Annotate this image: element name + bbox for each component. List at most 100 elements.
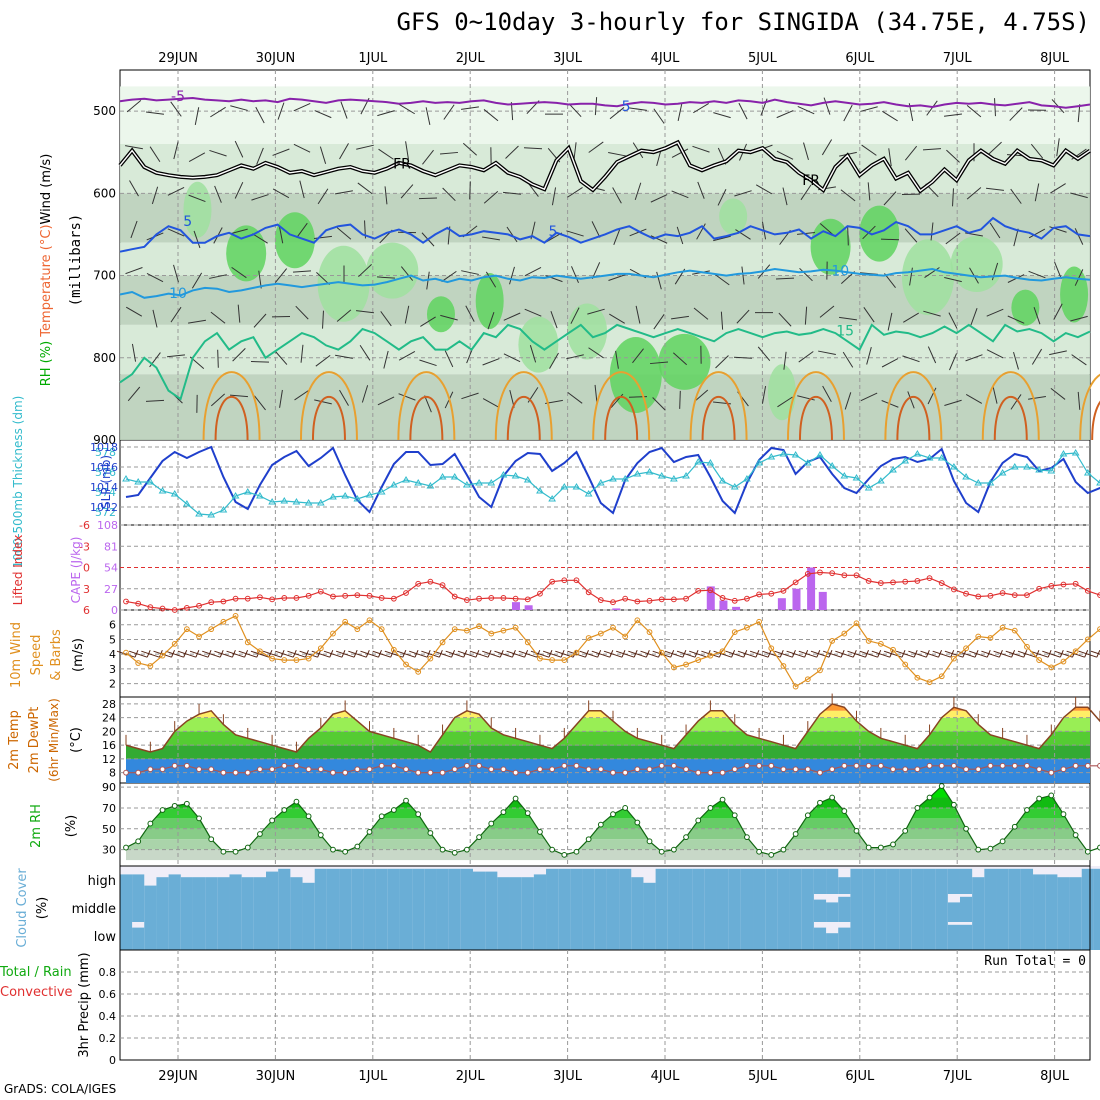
cloud-cell-high <box>497 877 511 894</box>
wind-barb <box>506 226 518 243</box>
isotherm-20 <box>397 371 456 441</box>
ytick-lifted: 3 <box>83 583 90 596</box>
dewpoint-line-point <box>914 766 921 773</box>
ytick-wind: 4 <box>109 648 116 661</box>
cloud-cell-low <box>314 922 328 950</box>
cloud-cell-low <box>972 922 985 950</box>
rh2m-line-point <box>524 810 531 817</box>
wind10m-line-point <box>573 649 580 656</box>
wind-barb <box>149 146 161 163</box>
wind10m-barb <box>798 650 817 658</box>
rh2m-line-point <box>512 795 519 802</box>
rh2m-line-point <box>670 846 677 853</box>
wind-barb <box>863 307 875 323</box>
cloud-cell-low <box>460 922 474 950</box>
dewpoint-line-point <box>951 762 957 769</box>
dewpoint-line-point <box>938 762 945 769</box>
wind-barb <box>146 273 164 283</box>
cloud-cell-high <box>704 868 717 894</box>
cloud-cell-middle <box>241 894 255 922</box>
cloud-cell-middle <box>1093 894 1100 922</box>
rh2m-line-point <box>208 836 215 843</box>
wind-barb <box>887 312 893 331</box>
wind-barb <box>173 141 179 160</box>
cloud-cell-high <box>424 868 437 894</box>
cloud-cell-high <box>448 868 462 894</box>
rh2m-line-point <box>1072 832 1079 838</box>
date-label-bottom: 6JUL <box>845 1069 875 1084</box>
thickness-line-point <box>280 497 289 504</box>
wind-barb <box>696 223 706 240</box>
wind-barb <box>173 264 179 283</box>
rh-ylabel-2: (%) <box>64 815 79 838</box>
wind-barb <box>188 194 206 203</box>
rh2m-line-point <box>683 834 689 841</box>
date-label-top: 8JUL <box>1040 51 1070 66</box>
wind10m-barb <box>628 650 647 658</box>
wind10m-barb <box>737 650 757 658</box>
thickness-line-point <box>669 475 678 482</box>
wind-barb <box>671 148 689 158</box>
wind-barb <box>803 142 809 161</box>
wind10m-barb <box>482 650 501 658</box>
dewpoint-line-point <box>549 766 556 773</box>
wind-barb <box>314 399 332 405</box>
wind10m-line-point <box>196 633 202 640</box>
dewpoint-line-point <box>159 766 166 773</box>
cloud-cell-middle <box>631 894 644 922</box>
cloud-cell-high <box>180 877 194 894</box>
lifted-index-line-point <box>1036 585 1043 592</box>
cloud-cell-high <box>521 877 535 894</box>
cloud-cell-high <box>728 868 742 894</box>
thickness-line-point <box>195 510 203 517</box>
cloud-cell-low <box>753 922 766 950</box>
wind10m-line-point <box>853 620 860 627</box>
thickness-line-point <box>353 495 362 502</box>
wind-barb <box>608 274 626 281</box>
wind-barb <box>440 314 458 321</box>
wind-barb <box>777 396 793 408</box>
wind10m-barb <box>1090 650 1100 655</box>
isotherm-20 <box>202 371 261 441</box>
wind10m-barb <box>445 650 464 658</box>
cloud-cell-high <box>813 868 827 894</box>
cloud-cell-middle <box>1008 894 1022 922</box>
wind-barb <box>400 266 414 281</box>
cloud-cell-low <box>436 922 450 950</box>
rh-ylabel-1: 2m RH <box>29 804 44 848</box>
thickness-line-point <box>475 479 483 486</box>
cloud-cell-high <box>472 871 486 894</box>
cape-bar <box>511 602 520 610</box>
wind-barb <box>151 186 159 205</box>
wind-barb <box>274 350 288 365</box>
cloud-cell-low <box>813 927 827 950</box>
wind-barb <box>738 102 748 120</box>
lifted-index-line-point <box>731 597 738 604</box>
cloud-cell-high <box>606 868 620 894</box>
wind10m-barb <box>701 650 720 658</box>
wind-barb <box>524 308 542 317</box>
wind-barb <box>1013 351 1019 370</box>
dewpoint-line-point <box>707 769 714 776</box>
wind-barb <box>986 349 1004 359</box>
cloud-cell-middle <box>862 894 876 922</box>
wind-barb <box>882 110 898 122</box>
thickness-line-point <box>182 500 191 507</box>
wind-barb <box>523 147 543 150</box>
cloud-cell-middle <box>546 894 559 922</box>
date-label-top: 7JUL <box>943 51 973 66</box>
wind-barb <box>322 310 324 329</box>
dewpoint-line-point <box>877 762 884 769</box>
wind-barb <box>294 389 310 401</box>
wind-barb <box>612 187 622 204</box>
wind-barb <box>609 107 625 120</box>
dewpoint-line-point <box>317 766 324 773</box>
cloud-cell-low <box>740 922 754 950</box>
wind-barb <box>210 311 226 324</box>
wind-barb <box>713 235 731 242</box>
thickness-line-point <box>414 479 423 486</box>
cloud-cell-low <box>241 922 255 950</box>
dewpoint-line-point <box>926 762 933 769</box>
wind-barb <box>653 314 665 330</box>
wind-barb <box>883 191 897 206</box>
